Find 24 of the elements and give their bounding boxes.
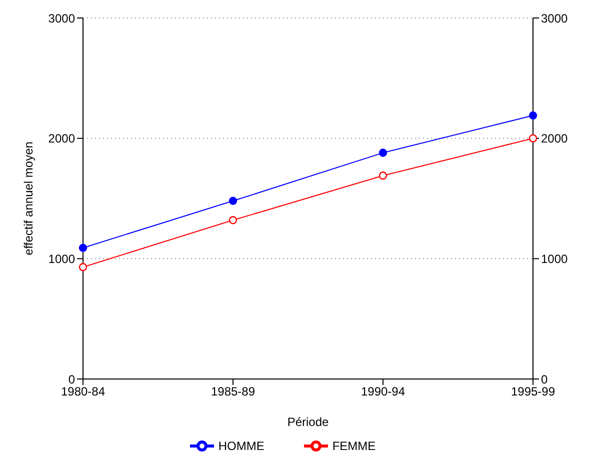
y2-tick-label: 0 [541,372,548,386]
y2-tick-label: 2000 [541,132,568,146]
y-tick-label: 0 [68,372,76,386]
point [78,262,88,272]
point [228,216,238,224]
y-tick-label: 1000 [48,252,76,266]
x-axis-title: Période [287,415,329,429]
point [228,196,238,206]
x-tick-label: 1990-94 [360,384,406,399]
x-tick-label: 1980-84 [60,384,106,399]
y-tick-label: 3000 [48,11,76,26]
y-tick-label: 2000 [48,132,76,146]
point [528,134,538,142]
point [378,172,388,180]
point [78,244,88,252]
y2-tick-label: 3000 [541,11,568,26]
y2-tick-label: 1000 [541,252,568,266]
x-tick-label: 1985-89 [210,384,256,399]
x-tick-label: 1995-99 [510,384,556,399]
legend-label: FEMME [332,439,376,454]
point [528,111,538,120]
legend-label: HOMME [218,439,264,454]
point [378,148,388,157]
y-axis-title: effectif annuel moyen [21,142,36,256]
